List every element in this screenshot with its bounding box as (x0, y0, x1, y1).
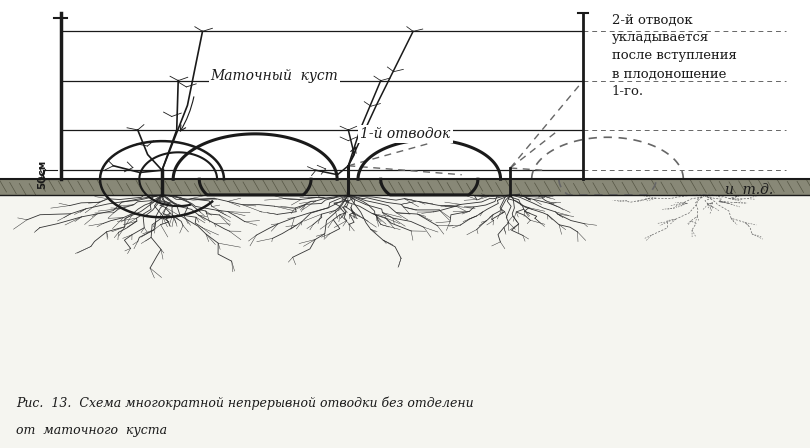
Bar (0, 179, 810, 448)
Text: от  маточного  куста: от маточного куста (16, 423, 168, 437)
Text: Рис.  13.  Схема многократной непрерывной отводки без отделени: Рис. 13. Схема многократной непрерывной … (16, 396, 474, 410)
Bar (0, 0, 810, 179)
Text: 50см: 50см (37, 160, 47, 190)
Text: 1-й отводок: 1-й отводок (360, 127, 450, 142)
Text: Маточный  куст: Маточный куст (211, 69, 339, 83)
Bar (0, 179, 810, 195)
Text: и  т.д.: и т.д. (725, 183, 774, 198)
Text: 2-й отводок
укладывается
после вступления
в плодоношение
1-го.: 2-й отводок укладывается после вступлени… (612, 13, 736, 99)
